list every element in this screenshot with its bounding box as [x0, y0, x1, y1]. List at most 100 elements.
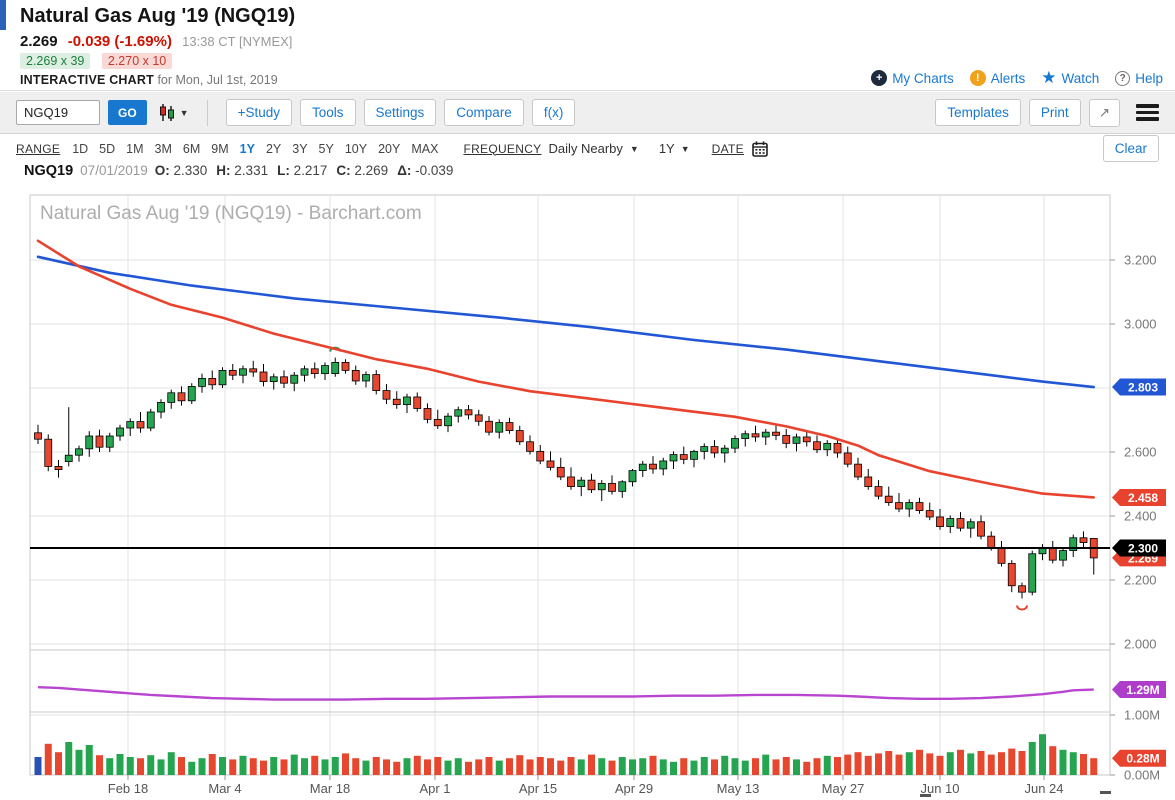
templates-button[interactable]: Templates [935, 99, 1021, 126]
svg-text:1.29M: 1.29M [1126, 683, 1159, 697]
ohlc-field: L: 2.217 [277, 163, 328, 178]
symbol-input[interactable] [16, 100, 100, 125]
range-option-9m[interactable]: 9M [211, 141, 229, 156]
range-option-10y[interactable]: 10Y [344, 141, 368, 156]
ask-quote: 2.270 x 10 [101, 53, 173, 69]
chevron-down-icon[interactable]: ▼ [629, 143, 639, 154]
range-option-max[interactable]: MAX [411, 141, 439, 156]
page-label-main: INTERACTIVE CHART [20, 73, 154, 87]
go-button[interactable]: GO [108, 100, 147, 125]
range-option-6m[interactable]: 6M [182, 141, 201, 156]
frequency-group: FREQUENCY Daily Nearby ▼ [463, 141, 638, 156]
moving-average-long [36, 255, 1096, 389]
axis-badge [1112, 488, 1166, 506]
chevron-down-icon[interactable]: ▼ [680, 143, 690, 154]
f-x-button[interactable]: f(x) [531, 99, 576, 126]
candlestick-series [34, 357, 1098, 599]
svg-text:Apr 1: Apr 1 [419, 781, 450, 796]
header-link-help[interactable]: ? Help [1115, 70, 1163, 86]
alert-circle-icon: ! [969, 70, 986, 86]
header-link-alerts[interactable]: ! Alerts [969, 70, 1025, 86]
expand-chart-button[interactable]: ↗ [1088, 98, 1120, 127]
study-button[interactable]: +Study [225, 99, 292, 126]
range-option-20y[interactable]: 20Y [378, 141, 401, 156]
range-option-5y[interactable]: 5Y [318, 141, 334, 156]
svg-text:2.803: 2.803 [1128, 381, 1158, 395]
page-label: INTERACTIVE CHART for Mon, Jul 1st, 2019 [20, 73, 278, 87]
svg-text:Mar 18: Mar 18 [310, 781, 350, 796]
pane-resize-handle [1100, 791, 1111, 794]
toolbar-divider [206, 99, 208, 126]
svg-text:2.200: 2.200 [1124, 573, 1157, 588]
range-option-3y[interactable]: 3Y [292, 141, 308, 156]
calendar-icon[interactable] [752, 141, 768, 157]
ohlc-field: H: 2.331 [216, 163, 269, 178]
axis-badge [1112, 539, 1166, 557]
svg-text:Feb 18: Feb 18 [108, 781, 148, 796]
header-link-my-charts[interactable]: + My Charts [871, 70, 954, 86]
moving-average-short [36, 239, 1096, 499]
print-button[interactable]: Print [1028, 99, 1081, 126]
corner-accent [0, 0, 6, 30]
svg-text:May 27: May 27 [822, 781, 865, 796]
axis-badge [1112, 681, 1166, 699]
svg-text:0.00M: 0.00M [1124, 768, 1160, 783]
page-header: Natural Gas Aug '19 (NGQ19) 2.269 -0.039… [0, 0, 1175, 91]
page-title: Natural Gas Aug '19 (NGQ19) [20, 5, 296, 27]
compare-button[interactable]: Compare [444, 99, 524, 126]
frequency-value[interactable]: Daily Nearby [548, 141, 623, 156]
bid-quote: 2.269 x 39 [20, 53, 91, 69]
price-chart-canvas[interactable]: Natural Gas Aug '19 (NGQ19) - Barchart.c… [0, 188, 1175, 800]
bid-ask-row: 2.269 x 39 2.270 x 10 [20, 53, 173, 69]
range-option-1m[interactable]: 1M [126, 141, 144, 156]
header-link-watch[interactable]: ★ Watch [1041, 68, 1100, 87]
ohlc-symbol: NGQ19 [24, 163, 74, 179]
volume-series [34, 734, 1098, 775]
chart-grid [30, 195, 1110, 775]
frequency-label[interactable]: FREQUENCY [463, 141, 542, 156]
low-marker [1016, 605, 1028, 611]
range-option-1y[interactable]: 1Y [239, 141, 255, 156]
menu-icon[interactable] [1136, 104, 1159, 121]
ohlc-date: 07/01/2019 [80, 163, 148, 178]
y-axis: 3.200 3.000 2.600 2.400 2.200 2.000 1.00M 0.00M [1110, 253, 1160, 783]
ohlc-field: O: 2.330 [154, 163, 208, 178]
range-option-5d[interactable]: 5D [99, 141, 116, 156]
question-circle-icon: ? [1115, 70, 1131, 86]
tools-button[interactable]: Tools [300, 99, 356, 126]
plus-circle-icon: + [871, 70, 888, 86]
period-value[interactable]: 1Y [658, 141, 675, 156]
svg-text:1.00M: 1.00M [1124, 708, 1160, 723]
page-label-suffix: for Mon, Jul 1st, 2019 [157, 73, 278, 87]
range-option-3m[interactable]: 3M [154, 141, 172, 156]
range-label[interactable]: RANGE [16, 141, 61, 156]
svg-text:May 13: May 13 [717, 781, 760, 796]
header-link-label: Help [1135, 70, 1163, 86]
clear-button[interactable]: Clear [1102, 135, 1159, 162]
price-row: 2.269 -0.039 (-1.69%) 13:38 CT [NYMEX] [20, 33, 292, 50]
chart-type-dropdown[interactable]: ▼ [159, 103, 189, 122]
svg-text:2.458: 2.458 [1128, 491, 1158, 505]
ohlc-field: C: 2.269 [336, 163, 389, 178]
star-icon: ★ [1041, 68, 1057, 87]
settings-button[interactable]: Settings [363, 99, 437, 126]
range-option-2y[interactable]: 2Y [265, 141, 282, 156]
svg-text:Jun 10: Jun 10 [920, 781, 959, 796]
header-link-label: My Charts [892, 70, 954, 86]
open-interest-line [37, 686, 1094, 701]
date-label[interactable]: DATE [711, 141, 744, 156]
svg-text:0.28M: 0.28M [1126, 752, 1159, 766]
svg-text:2.000: 2.000 [1124, 637, 1157, 652]
header-link-label: Watch [1061, 70, 1100, 86]
quote-time: 13:38 CT [NYMEX] [182, 34, 293, 49]
range-option-1d[interactable]: 1D [72, 141, 89, 156]
svg-text:2.300: 2.300 [1128, 542, 1158, 556]
chart-watermark: Natural Gas Aug '19 (NGQ19) - Barchart.c… [40, 203, 422, 224]
svg-text:Mar 4: Mar 4 [208, 781, 241, 796]
ohlc-field: Δ: -0.039 [397, 163, 454, 178]
price-change: -0.039 (-1.69%) [67, 33, 172, 50]
svg-text:3.000: 3.000 [1124, 317, 1157, 332]
axis-badge [1112, 378, 1166, 396]
last-price: 2.269 [20, 33, 58, 50]
